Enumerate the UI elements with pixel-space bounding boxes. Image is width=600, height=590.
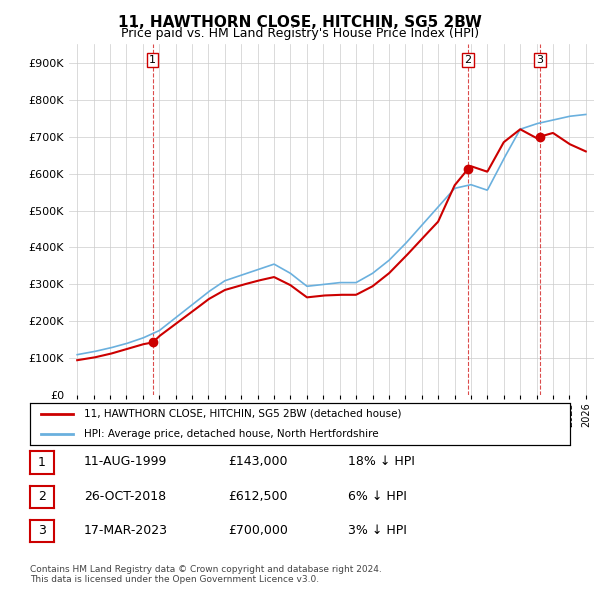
Text: 18% ↓ HPI: 18% ↓ HPI xyxy=(348,455,415,468)
Text: 3% ↓ HPI: 3% ↓ HPI xyxy=(348,524,407,537)
Text: 3: 3 xyxy=(38,525,46,537)
Text: 3: 3 xyxy=(536,55,544,65)
Text: 1: 1 xyxy=(149,55,156,65)
Text: 1: 1 xyxy=(38,456,46,469)
Text: 17-MAR-2023: 17-MAR-2023 xyxy=(84,524,168,537)
Text: 26-OCT-2018: 26-OCT-2018 xyxy=(84,490,166,503)
Text: 11, HAWTHORN CLOSE, HITCHIN, SG5 2BW (detached house): 11, HAWTHORN CLOSE, HITCHIN, SG5 2BW (de… xyxy=(84,409,401,418)
Text: Price paid vs. HM Land Registry's House Price Index (HPI): Price paid vs. HM Land Registry's House … xyxy=(121,27,479,40)
Text: Contains HM Land Registry data © Crown copyright and database right 2024.
This d: Contains HM Land Registry data © Crown c… xyxy=(30,565,382,584)
Text: 2: 2 xyxy=(38,490,46,503)
Text: 11, HAWTHORN CLOSE, HITCHIN, SG5 2BW: 11, HAWTHORN CLOSE, HITCHIN, SG5 2BW xyxy=(118,15,482,30)
Text: HPI: Average price, detached house, North Hertfordshire: HPI: Average price, detached house, Nort… xyxy=(84,428,379,438)
Text: £700,000: £700,000 xyxy=(228,524,288,537)
Text: 6% ↓ HPI: 6% ↓ HPI xyxy=(348,490,407,503)
Text: 11-AUG-1999: 11-AUG-1999 xyxy=(84,455,167,468)
Text: £612,500: £612,500 xyxy=(228,490,287,503)
Text: 2: 2 xyxy=(464,55,472,65)
Text: £143,000: £143,000 xyxy=(228,455,287,468)
